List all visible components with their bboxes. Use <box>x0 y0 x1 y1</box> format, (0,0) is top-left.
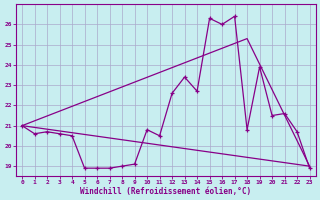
X-axis label: Windchill (Refroidissement éolien,°C): Windchill (Refroidissement éolien,°C) <box>80 187 252 196</box>
